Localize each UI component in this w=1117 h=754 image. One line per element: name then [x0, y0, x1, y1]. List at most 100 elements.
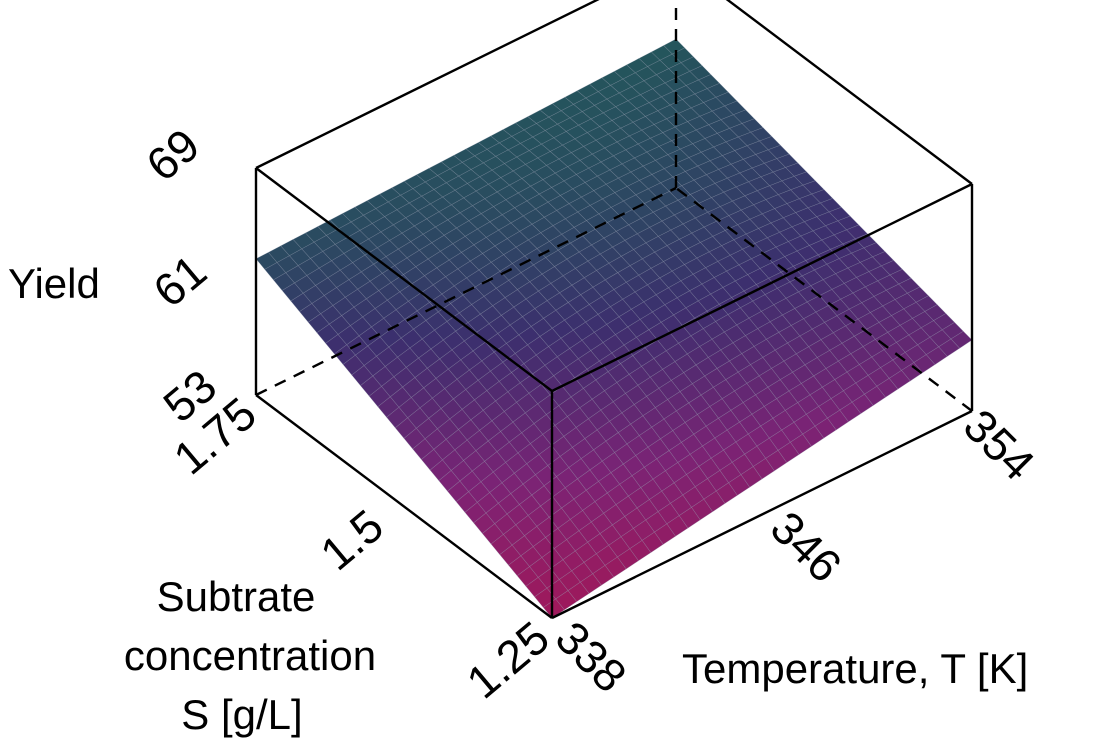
surface-facet — [684, 414, 707, 435]
surface-facet — [899, 317, 922, 336]
surface-facet — [455, 491, 478, 513]
surface-facet — [508, 555, 530, 577]
surface-facet — [641, 124, 664, 139]
box-edge-hidden-back-left — [255, 186, 677, 397]
z-axis-label: Yield — [8, 260, 100, 307]
z-tick-label-61: 61 — [143, 244, 216, 317]
surface-facet — [819, 289, 842, 306]
surface-facet — [511, 363, 534, 384]
plot-box — [254, 0, 974, 620]
surface-facet — [612, 393, 635, 414]
surface-facet — [737, 364, 760, 384]
surface-facet — [572, 97, 596, 112]
y-axis-label: Subtrate concentration S [g/L] — [124, 573, 376, 738]
surface-facet — [641, 531, 664, 554]
yield-surface — [255, 38, 973, 619]
y-tick-label-1.5: 1.5 — [311, 499, 393, 580]
surface-facet — [559, 447, 582, 468]
surface-facet — [575, 418, 598, 439]
surface-facet — [917, 336, 940, 356]
box-edge-top-back-left — [255, 0, 600, 170]
surface-facet — [678, 506, 701, 529]
surface-facet — [854, 233, 877, 249]
surface-facet — [552, 218, 575, 235]
z-tick-label-69: 69 — [136, 118, 209, 191]
surface-facet — [532, 537, 555, 558]
surface-facet — [645, 511, 668, 533]
surface-facet — [901, 362, 924, 382]
surface-facet — [591, 237, 614, 255]
surface-facet — [904, 344, 927, 363]
surface-facet — [821, 234, 844, 250]
surface-facet — [771, 360, 794, 381]
surface-facet — [653, 118, 676, 133]
surface-facet — [593, 440, 616, 462]
surface-facet — [494, 513, 517, 535]
surface-facet — [420, 448, 443, 471]
surface-facet — [561, 226, 584, 244]
surface-facet — [447, 480, 470, 503]
surface-facet — [878, 315, 901, 333]
surface-facet — [755, 149, 778, 164]
surface-facet — [757, 321, 780, 340]
surface-facet — [429, 459, 452, 482]
surface-facet — [801, 269, 824, 287]
surface-facet — [569, 510, 592, 532]
surface-facet — [562, 267, 585, 286]
surface-facet — [726, 421, 749, 443]
surface-facet — [707, 470, 730, 492]
surface-facet — [753, 338, 776, 358]
surface-facet — [690, 102, 713, 117]
surface-facet — [719, 200, 742, 216]
surface-facet — [545, 249, 568, 267]
z-axis-ticks: 69 61 53 — [136, 118, 226, 432]
surface-facet — [784, 162, 808, 177]
y-axis-label-line-3: S [g/L] — [181, 691, 302, 738]
box-edge-front-bottom-left — [255, 394, 553, 619]
surface-facet — [689, 65, 712, 81]
y-axis-label-line-2: concentration — [124, 632, 376, 679]
surface-facet — [715, 482, 738, 504]
surface-facet — [689, 283, 712, 302]
surface-facet — [577, 205, 600, 221]
box-edge-top-back-right — [725, 0, 973, 185]
y-tick-label-1.25: 1.25 — [457, 611, 559, 708]
surface-facet — [299, 303, 322, 323]
surface-facet — [509, 178, 532, 194]
surface-facet — [888, 370, 911, 390]
surface-facet — [513, 298, 536, 318]
surface-facet — [316, 323, 339, 344]
surface-facet — [703, 220, 726, 237]
surface-facet — [609, 163, 632, 179]
surface-facet — [814, 417, 837, 439]
surface-facet — [664, 76, 687, 92]
surface-facet — [600, 155, 623, 171]
surface-facet — [925, 346, 948, 365]
box-edge-top-front-left — [255, 167, 553, 392]
surface-facet — [668, 441, 691, 463]
surface-facet — [648, 96, 671, 112]
surface-facet — [544, 123, 567, 139]
surface-facet — [360, 375, 382, 397]
surface-facet — [730, 158, 753, 174]
box-edge-front-bottom-right — [551, 409, 973, 620]
surface-facet — [769, 314, 792, 333]
y-axis-label-line-1: Subtrate — [157, 573, 316, 620]
x-axis-label: Temperature, T [K] — [682, 645, 1028, 692]
surface-facet — [570, 387, 593, 409]
surface-facet — [643, 294, 666, 313]
surface-facet — [539, 103, 562, 118]
surface-facet — [540, 137, 564, 152]
surface-facet — [560, 103, 583, 119]
surface-facet — [716, 360, 739, 381]
surface-facet — [851, 393, 874, 415]
surface-facet — [604, 556, 627, 578]
surface-facet — [561, 498, 584, 520]
surface-facet — [903, 301, 926, 319]
surface-facet — [625, 143, 648, 159]
x-tick-label-346: 346 — [761, 501, 852, 592]
surface-facet — [438, 470, 461, 492]
surface-facet — [739, 167, 762, 183]
surface-facet — [768, 180, 792, 196]
